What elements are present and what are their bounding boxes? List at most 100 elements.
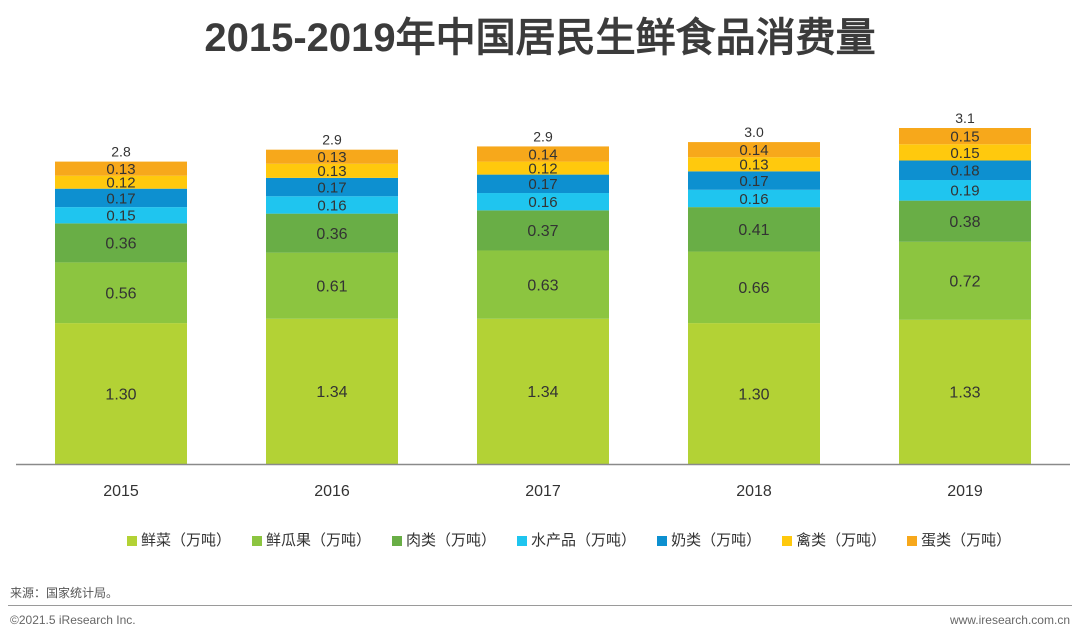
legend-item-4: 奶类（万吨） [657,530,761,552]
bar-segment-2016-4 [266,177,398,197]
bar-segment-2015-0 [55,323,187,464]
legend-label-4: 奶类（万吨） [671,532,762,549]
value-label-2017-5: 0.12 [528,161,557,178]
bar-segment-2016-0 [266,318,398,464]
bar-segment-2015-3 [55,207,187,224]
bar-segment-2017-4 [477,174,609,194]
bar-segment-2017-6 [477,146,609,162]
bar-segment-2015-6 [55,161,187,176]
value-label-2015-1: 0.56 [105,286,136,303]
bar-segment-2015-1 [55,262,187,324]
x-tick-label-2019: 2019 [947,483,983,500]
bar-segment-2017-1 [477,250,609,319]
legend-item-5: 禽类（万吨） [782,530,886,552]
x-tick-label-2018: 2018 [736,483,772,500]
value-label-2018-0: 1.30 [738,386,769,403]
legend-label-2: 肉类（万吨） [406,532,497,549]
total-label-2015: 2.8 [111,144,131,160]
labels-layer: 1.300.560.360.150.170.120.132.820151.340… [103,110,983,500]
bar-segment-2016-6 [266,149,398,164]
value-label-2018-6: 0.14 [739,142,768,159]
legend-item-6: 蛋类（万吨） [907,530,1011,552]
value-label-2015-3: 0.15 [106,208,135,225]
x-tick-label-2017: 2017 [525,483,561,500]
value-label-2018-3: 0.16 [739,191,768,208]
bar-segment-2017-3 [477,193,609,211]
legend-item-3: 水产品（万吨） [517,530,636,552]
value-label-2016-3: 0.16 [317,197,346,214]
legend-label-6: 蛋类（万吨） [921,532,1012,549]
bar-segment-2019-5 [899,144,1031,161]
bar-segment-2018-3 [688,189,820,208]
value-label-2017-6: 0.14 [528,146,557,163]
bar-segment-2018-4 [688,171,820,190]
value-label-2018-2: 0.41 [738,222,769,239]
bar-segment-2016-1 [266,252,398,319]
bar-segment-2016-2 [266,213,398,253]
value-label-2018-4: 0.17 [739,173,768,190]
value-label-2016-1: 0.61 [316,278,347,295]
legend-item-2: 肉类（万吨） [392,530,496,552]
bar-segment-2015-5 [55,175,187,189]
x-tick-label-2015: 2015 [103,483,139,500]
value-label-2019-4: 0.18 [950,163,979,180]
value-label-2017-3: 0.16 [528,194,557,211]
total-label-2017: 2.9 [533,128,553,144]
legend-swatch-3 [517,536,528,546]
value-label-2019-5: 0.15 [950,145,979,162]
legend-swatch-0 [127,536,137,546]
bar-segment-2016-5 [266,163,398,178]
legend-swatch-1 [252,536,263,546]
value-label-2015-4: 0.17 [106,190,135,207]
legend-swatch-4 [657,536,668,546]
value-label-2015-2: 0.36 [105,236,136,253]
bar-segment-2018-5 [688,157,820,172]
bar-segment-2018-6 [688,142,820,158]
value-label-2016-5: 0.13 [317,163,346,180]
value-label-2019-2: 0.38 [949,214,980,231]
source-note: 来源：国家统计局。 [10,586,119,600]
legend-label-0: 鲜菜（万吨） [141,532,232,549]
value-label-2019-1: 0.72 [949,274,980,291]
legend-swatch-2 [392,536,403,546]
value-label-2019-6: 0.15 [950,129,979,146]
bar-segment-2017-5 [477,161,609,175]
bar-segment-2018-2 [688,207,820,252]
bar-segment-2019-3 [899,180,1031,201]
bar-segment-2016-3 [266,196,398,214]
bar-segment-2018-1 [688,251,820,324]
value-label-2015-6: 0.13 [106,161,135,178]
bar-segment-2019-1 [899,241,1031,320]
bar-segment-2015-2 [55,223,187,263]
bar-segment-2017-0 [477,318,609,464]
bar-segment-2019-4 [899,160,1031,181]
bar-segment-2019-0 [899,319,1031,464]
legend-label-5: 禽类（万吨） [796,532,887,549]
value-label-2018-5: 0.13 [739,157,768,174]
bar-segment-2019-2 [899,200,1031,242]
bar-segment-2017-2 [477,210,609,251]
total-label-2016: 2.9 [322,132,342,148]
x-tick-label-2016: 2016 [314,483,350,500]
bar-segment-2015-4 [55,188,187,208]
copyright-text: ©2021.5 iResearch Inc. [10,613,136,627]
value-label-2017-0: 1.34 [527,384,558,401]
value-label-2015-5: 0.12 [106,175,135,192]
bars-layer [55,128,1031,464]
stacked-bar-chart: 1.300.560.360.150.170.120.132.820151.340… [16,110,1070,500]
footer-divider [8,605,1072,606]
legend-item-1: 鲜瓜果（万吨） [252,530,371,552]
value-label-2017-1: 0.63 [527,277,558,294]
legend-swatch-6 [907,536,918,546]
value-label-2016-4: 0.17 [317,179,346,196]
legend-item-0: 鲜菜（万吨） [127,530,231,552]
website-link[interactable]: www.iresearch.com.cn [949,613,1070,627]
chart-title: 2015-2019年中国居民生鲜食品消费量 [204,16,876,60]
total-label-2019: 3.1 [955,110,975,126]
bar-segment-2018-0 [688,323,820,464]
chart-legend: 鲜菜（万吨） 鲜瓜果（万吨） 肉类（万吨） 水产品（万吨） 奶类（万吨） 禽类（万吨） 蛋类… [127,530,1011,552]
value-label-2018-1: 0.66 [738,280,769,297]
bar-segment-2019-6 [899,128,1031,145]
legend-label-3: 水产品（万吨） [531,532,637,549]
value-label-2019-3: 0.19 [950,183,979,200]
